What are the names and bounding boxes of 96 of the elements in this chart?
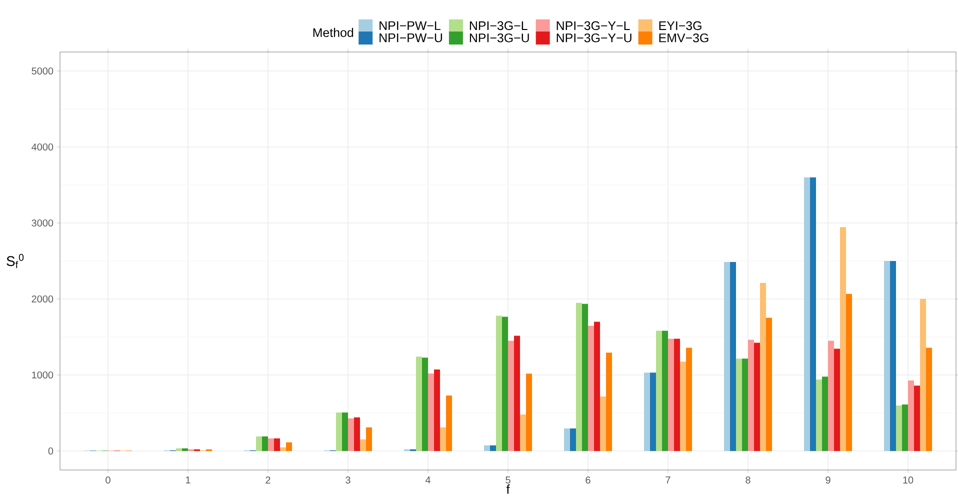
bar (280, 447, 286, 451)
bar (588, 326, 594, 451)
bar (366, 427, 372, 451)
bar (902, 404, 908, 451)
y-tick-label: 0 (48, 447, 54, 455)
x-tick-label: 8 (746, 476, 750, 484)
bar (730, 262, 736, 451)
legend-label: NPI−3G−Y−L (556, 21, 630, 30)
legend-label: EMV−3G (659, 33, 708, 42)
bar (656, 330, 662, 451)
bar (576, 302, 582, 451)
bar (828, 340, 834, 451)
bar (822, 376, 828, 451)
bar (502, 316, 508, 451)
legend-label: EYI−3G (659, 21, 702, 30)
legend-title: Method (313, 28, 354, 38)
bar (274, 438, 280, 451)
bar (650, 372, 656, 451)
y-tick-label: 2000 (32, 295, 54, 303)
bar (484, 445, 490, 451)
bar (446, 395, 452, 451)
y-tick-label: 3000 (32, 219, 54, 227)
bar (268, 438, 274, 451)
bar (182, 448, 188, 451)
x-tick-label: 7 (666, 476, 670, 484)
bar (846, 294, 852, 451)
y-tick-label: 5000 (32, 67, 54, 75)
bar (896, 405, 902, 451)
x-tick-label: 5 (506, 476, 510, 484)
bar (914, 386, 920, 451)
bar (256, 436, 262, 451)
bar (440, 427, 446, 451)
legend-label: NPI−3G−Y−U (556, 33, 632, 42)
y-tick-label: 1000 (32, 371, 54, 379)
bar (644, 372, 650, 451)
bar (834, 348, 840, 451)
x-tick-label: 0 (106, 476, 110, 484)
bar (810, 177, 816, 451)
bar (336, 412, 342, 451)
bar (890, 261, 896, 451)
bar (520, 414, 526, 451)
legend-label: NPI−PW−U (380, 34, 442, 42)
bar (804, 177, 810, 451)
bar (816, 380, 822, 451)
bar (920, 298, 926, 451)
bar (286, 442, 292, 451)
bar (606, 352, 612, 451)
bar (686, 348, 692, 451)
bar (680, 362, 686, 451)
bar (600, 396, 606, 451)
legend-label: NPI−3G−L (470, 21, 528, 30)
bar (840, 227, 846, 451)
bar (354, 417, 360, 451)
bar (508, 340, 514, 451)
bar (674, 338, 680, 451)
bar (428, 374, 434, 451)
bar (926, 348, 932, 451)
bar (496, 316, 502, 451)
bar (884, 261, 890, 451)
bar (490, 445, 496, 451)
bar (262, 436, 268, 451)
x-tick-label: 2 (266, 476, 270, 484)
bar (348, 418, 354, 451)
bar (668, 338, 674, 451)
bar (662, 330, 668, 451)
x-tick-label: 6 (586, 476, 590, 484)
x-tick-label: 3 (346, 476, 350, 484)
y-tick-label: 4000 (32, 143, 54, 151)
bar (176, 448, 182, 451)
bar (754, 342, 760, 451)
bar (514, 336, 520, 451)
y-axis-title: S$_{f}$0 (6, 254, 24, 268)
bar (742, 358, 748, 451)
bar (342, 412, 348, 451)
bar (422, 358, 428, 451)
x-tick-label: 1 (186, 476, 190, 484)
x-tick-label: 10 (903, 476, 914, 484)
bar (582, 304, 588, 451)
legend-label: NPI−PW−L (380, 21, 440, 30)
bar (526, 374, 532, 451)
bar (570, 428, 576, 451)
x-tick-label: 9 (826, 476, 830, 484)
legend-label: NPI−3G−U (470, 33, 529, 42)
bar (360, 439, 366, 451)
bar (434, 370, 440, 451)
x-axis-title: f (506, 484, 510, 494)
bar (594, 322, 600, 451)
bar (908, 380, 914, 451)
bar (736, 358, 742, 451)
bar (760, 282, 766, 451)
bar (564, 428, 570, 451)
bar (748, 340, 754, 451)
bar (416, 356, 422, 451)
bar (766, 318, 772, 451)
x-tick-label: 4 (425, 476, 430, 484)
bar (724, 262, 730, 451)
